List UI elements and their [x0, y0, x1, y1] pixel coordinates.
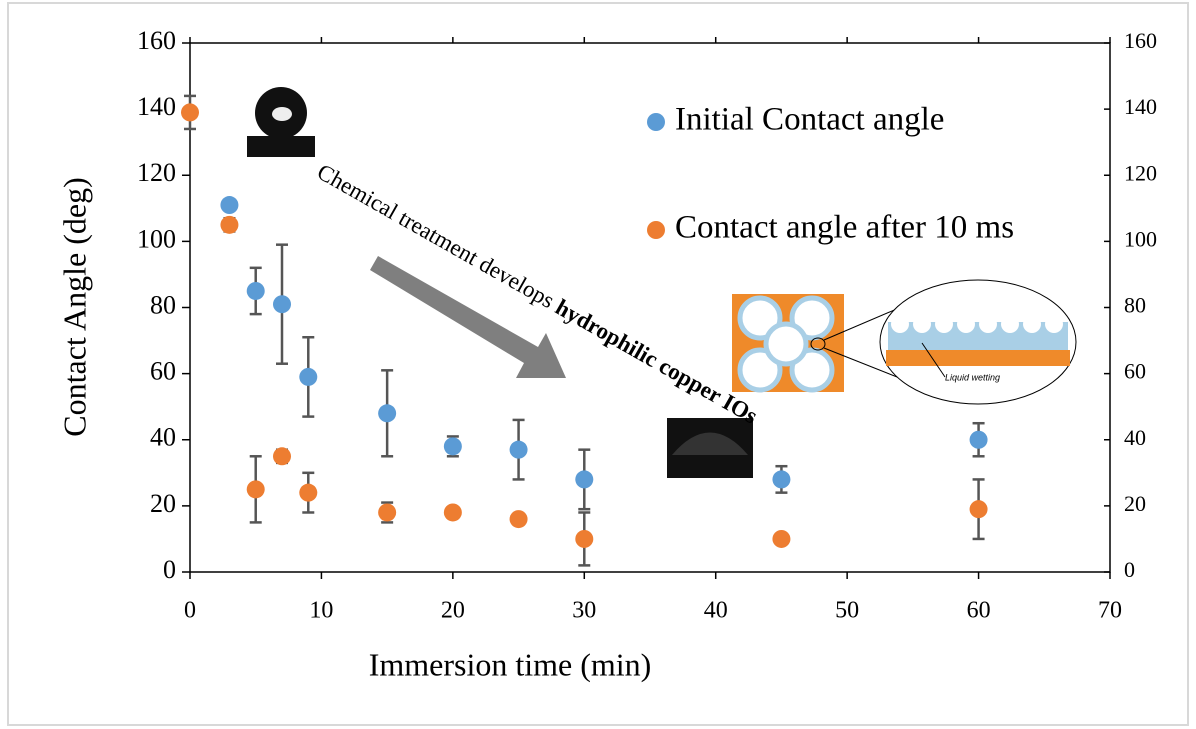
y2-tick-label: 100: [1124, 226, 1157, 251]
x-tick-label: 10: [309, 598, 333, 624]
x-tick-label: 50: [835, 598, 859, 624]
point: [273, 447, 291, 466]
legend-marker: [647, 221, 665, 239]
point: [969, 500, 988, 519]
x-axis-label: Immersion time (min): [369, 646, 652, 682]
y2-tick-label: 20: [1124, 491, 1146, 516]
y-tick-label: 80: [150, 290, 176, 319]
x-tick-label: 40: [704, 598, 728, 624]
legend-label: Contact angle after 10 ms: [675, 210, 1014, 246]
point: [299, 367, 318, 386]
point: [378, 503, 397, 522]
point: [509, 440, 528, 459]
y-axis-label: Contact Angle (deg): [56, 177, 92, 436]
legend-marker: [647, 113, 665, 131]
droplet-highlight: [272, 107, 292, 121]
point: [443, 503, 462, 522]
y-tick-label: 100: [137, 224, 176, 253]
y-tick-label: 120: [137, 158, 176, 187]
copper: [886, 350, 1070, 366]
x-tick-label: 0: [184, 598, 196, 624]
trend-arrow: [370, 256, 566, 378]
opal-pores: [737, 295, 835, 393]
point: [220, 196, 239, 215]
pore-row: [891, 315, 1063, 333]
point: [575, 470, 594, 489]
y2-tick-label: 140: [1124, 94, 1157, 119]
y2-tick-label: 80: [1124, 293, 1146, 318]
point: [443, 437, 462, 456]
zoom-marker: [810, 337, 826, 351]
substrate: [247, 136, 315, 157]
decorations: [247, 85, 1077, 478]
point: [299, 483, 318, 502]
y-tick-label: 40: [150, 423, 176, 452]
y-tick-label: 140: [137, 92, 176, 121]
inset-label: Liquid wetting: [945, 372, 1000, 382]
point: [575, 529, 594, 548]
point: [181, 103, 199, 122]
point: [220, 215, 239, 234]
point: [378, 404, 397, 423]
x-tick-label: 30: [572, 598, 596, 624]
point: [273, 295, 291, 314]
y-tick-label: 160: [137, 26, 176, 55]
y2-tick-label: 160: [1124, 28, 1157, 53]
y2-tick-label: 120: [1124, 160, 1157, 185]
point: [969, 430, 988, 449]
y-tick-label: 0: [163, 555, 176, 584]
flat-droplet: [672, 432, 748, 455]
x-tick-label: 60: [967, 598, 991, 624]
point: [772, 529, 791, 548]
point: [246, 281, 265, 300]
point: [246, 480, 265, 499]
x-tick-label: 20: [441, 598, 465, 624]
y-tick-label: 60: [150, 357, 176, 386]
y2-tick-label: 0: [1124, 557, 1135, 582]
point: [509, 510, 528, 529]
point: [772, 470, 791, 489]
x-tick-label: 70: [1098, 598, 1122, 624]
label-pointer: [921, 342, 946, 378]
legend-label: Initial Contact angle: [675, 102, 944, 138]
y2-tick-label: 60: [1124, 359, 1146, 384]
y2-tick-label: 40: [1124, 425, 1146, 450]
y-tick-label: 20: [150, 489, 176, 518]
